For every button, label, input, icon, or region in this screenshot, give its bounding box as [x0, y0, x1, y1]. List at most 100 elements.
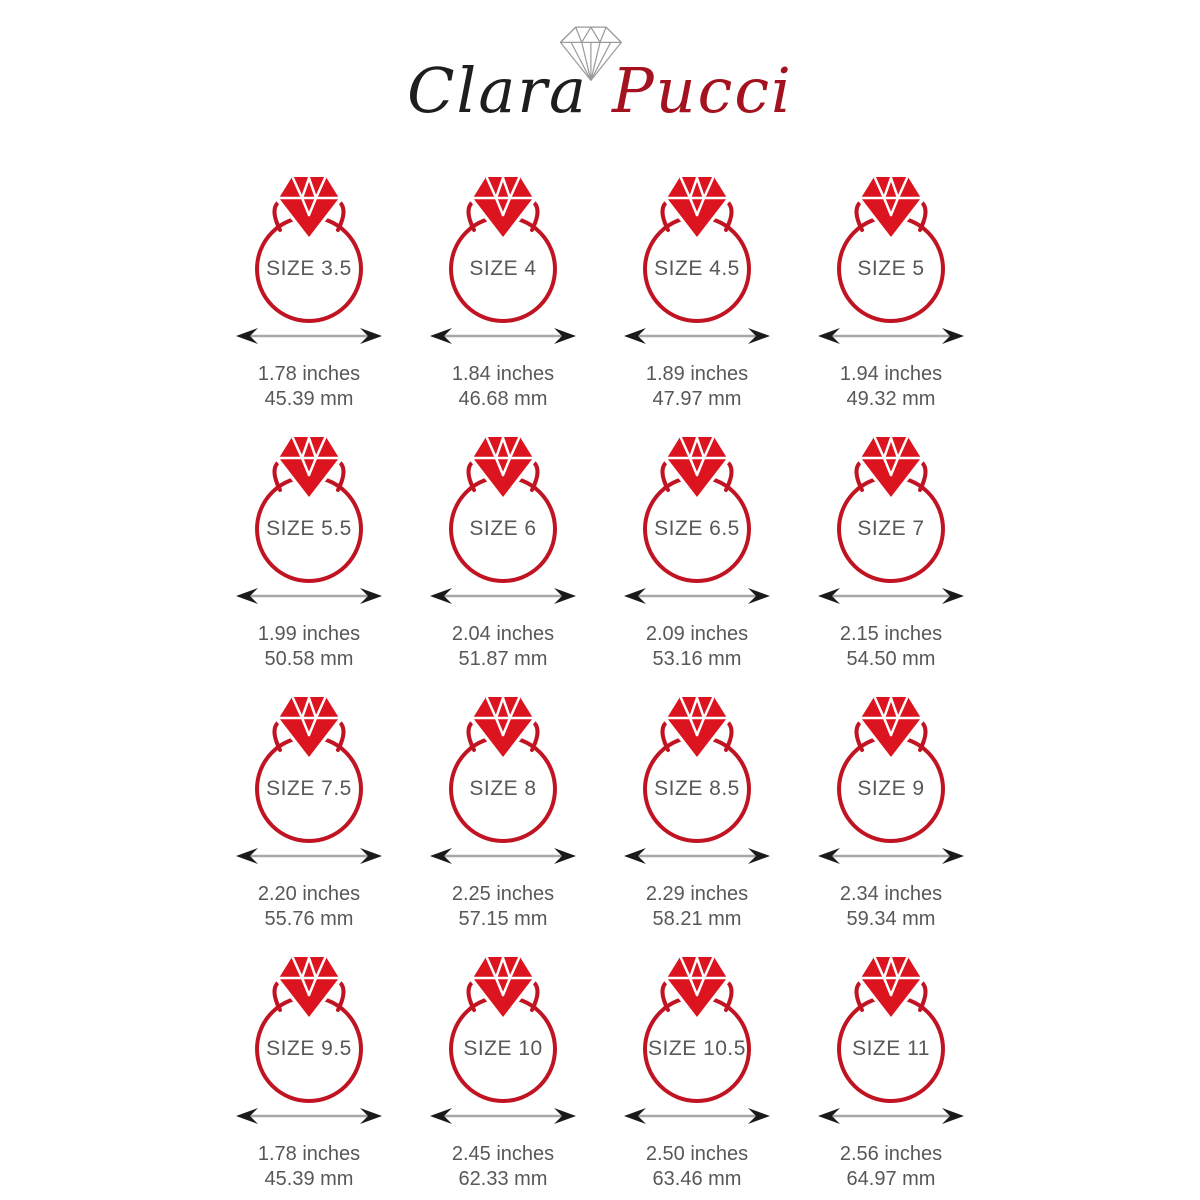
diameter-mm: 45.39 mm — [264, 388, 354, 410]
diameter-measurements: 1.89 inches 47.97 mm — [646, 362, 748, 412]
ring-size-cell: SIZE 9 2.34 inches 59.34 mm — [794, 694, 988, 954]
ring-icon-graphic — [255, 954, 363, 1103]
ring-size-cell: SIZE 11 2.56 inches 64.97 mm — [794, 954, 988, 1200]
ring-icon-graphic — [255, 434, 363, 583]
ring-size-cell: SIZE 4 1.84 inches 46.68 mm — [406, 174, 600, 434]
ring-icon-graphic — [643, 694, 751, 843]
diameter-arrow-icon — [236, 848, 382, 864]
ring-with-diamond-icon: SIZE 3.5 — [234, 174, 384, 324]
ring-with-diamond-icon: SIZE 11 — [816, 954, 966, 1104]
ring-size-chart-page: Clara Pucci — [0, 14, 1200, 1200]
ring-size-cell: SIZE 6 2.04 inches 51.87 mm — [406, 434, 600, 694]
diameter-inches: 2.09 inches — [645, 623, 749, 645]
ring-size-label: SIZE 9.5 — [266, 1037, 352, 1060]
diameter-mm: 53.16 mm — [652, 648, 742, 670]
ring-size-cell: SIZE 6.5 2.09 inches 53.16 mm — [600, 434, 794, 694]
ring-icon-graphic — [837, 694, 945, 843]
ring-size-label: SIZE 10 — [463, 1037, 543, 1060]
diameter-inches: 1.84 inches — [451, 363, 555, 385]
diameter-arrow-icon — [430, 328, 576, 344]
diameter-measurements: 2.04 inches 51.87 mm — [452, 622, 554, 672]
ring-icon-graphic — [643, 954, 751, 1103]
ring-size-label: SIZE 5.5 — [266, 517, 352, 540]
diameter-arrow-icon — [818, 848, 964, 864]
diameter-mm: 62.33 mm — [458, 1168, 548, 1190]
diameter-measurements: 1.99 inches 50.58 mm — [258, 622, 360, 672]
diamond-outline-icon — [559, 26, 622, 81]
diameter-mm: 54.50 mm — [846, 648, 936, 670]
diameter-inches: 2.25 inches — [451, 883, 555, 905]
diameter-mm: 50.58 mm — [264, 648, 354, 670]
diameter-measurements: 2.45 inches 62.33 mm — [452, 1142, 554, 1192]
diameter-measurements: 1.78 inches 45.39 mm — [258, 362, 360, 412]
ring-icon-graphic — [255, 694, 363, 843]
ring-size-label: SIZE 3.5 — [266, 257, 352, 280]
ring-icon-graphic — [449, 694, 557, 843]
diameter-arrow-icon — [236, 588, 382, 604]
ring-size-cell: SIZE 9.5 1.78 inches 45.39 mm — [212, 954, 406, 1200]
ring-with-diamond-icon: SIZE 5 — [816, 174, 966, 324]
ring-size-cell: SIZE 8.5 2.29 inches 58.21 mm — [600, 694, 794, 954]
ring-with-diamond-icon: SIZE 8 — [428, 694, 578, 844]
diameter-measurements: 2.09 inches 53.16 mm — [646, 622, 748, 672]
diameter-mm: 55.76 mm — [264, 908, 354, 930]
ring-size-cell: SIZE 3.5 1.78 inches 45.39 mm — [212, 174, 406, 434]
ring-size-cell: SIZE 10 2.45 inches 62.33 mm — [406, 954, 600, 1200]
ring-icon-graphic — [643, 174, 751, 323]
ring-with-diamond-icon: SIZE 4 — [428, 174, 578, 324]
ring-size-cell: SIZE 7 2.15 inches 54.50 mm — [794, 434, 988, 694]
diameter-mm: 64.97 mm — [846, 1168, 936, 1190]
diameter-inches: 2.29 inches — [645, 883, 749, 905]
diameter-arrow-icon — [624, 1108, 770, 1124]
ring-icon-graphic — [643, 434, 751, 583]
diameter-inches: 1.89 inches — [645, 363, 749, 385]
ring-icon-graphic — [449, 954, 557, 1103]
ring-size-label: SIZE 8.5 — [654, 777, 740, 800]
diameter-measurements: 1.94 inches 49.32 mm — [840, 362, 942, 412]
ring-with-diamond-icon: SIZE 4.5 — [622, 174, 772, 324]
ring-size-cell: SIZE 7.5 2.20 inches 55.76 mm — [212, 694, 406, 954]
diameter-mm: 47.97 mm — [652, 388, 742, 410]
ring-with-diamond-icon: SIZE 6.5 — [622, 434, 772, 584]
ring-size-label: SIZE 4.5 — [654, 257, 740, 280]
diameter-inches: 2.20 inches — [257, 883, 361, 905]
diameter-arrow-icon — [818, 1108, 964, 1124]
diameter-mm: 59.34 mm — [846, 908, 936, 930]
diameter-arrow-icon — [236, 1108, 382, 1124]
ring-with-diamond-icon: SIZE 5.5 — [234, 434, 384, 584]
size-grid: SIZE 3.5 1.78 inches 45.39 mm — [212, 174, 988, 1200]
diameter-arrow-icon — [430, 588, 576, 604]
diameter-arrow-icon — [624, 328, 770, 344]
ring-icon-graphic — [449, 434, 557, 583]
diameter-arrow-icon — [624, 848, 770, 864]
brand-name-clara: Clara — [407, 54, 588, 127]
diameter-mm: 57.15 mm — [458, 908, 548, 930]
ring-with-diamond-icon: SIZE 7 — [816, 434, 966, 584]
ring-size-cell: SIZE 5.5 1.99 inches 50.58 mm — [212, 434, 406, 694]
ring-size-label: SIZE 8 — [469, 777, 537, 800]
diameter-measurements: 2.20 inches 55.76 mm — [258, 882, 360, 932]
diameter-mm: 58.21 mm — [652, 908, 742, 930]
ring-size-label: SIZE 9 — [857, 777, 925, 800]
ring-with-diamond-icon: SIZE 7.5 — [234, 694, 384, 844]
diameter-inches: 2.15 inches — [839, 623, 943, 645]
ring-icon-graphic — [837, 434, 945, 583]
ring-size-label: SIZE 6.5 — [654, 517, 740, 540]
diameter-inches: 2.56 inches — [839, 1143, 943, 1165]
diameter-mm: 51.87 mm — [458, 648, 548, 670]
diameter-inches: 1.78 inches — [257, 363, 361, 385]
ring-icon-graphic — [449, 174, 557, 323]
ring-size-label: SIZE 11 — [852, 1037, 930, 1060]
diameter-inches: 2.34 inches — [839, 883, 943, 905]
diameter-measurements: 2.29 inches 58.21 mm — [646, 882, 748, 932]
ring-size-label: SIZE 10.5 — [648, 1037, 746, 1060]
diameter-arrow-icon — [236, 328, 382, 344]
ring-with-diamond-icon: SIZE 10.5 — [622, 954, 772, 1104]
ring-with-diamond-icon: SIZE 9 — [816, 694, 966, 844]
diameter-inches: 1.78 inches — [257, 1143, 361, 1165]
ring-size-label: SIZE 4 — [469, 257, 537, 280]
ring-size-cell: SIZE 8 2.25 inches 57.15 mm — [406, 694, 600, 954]
diameter-measurements: 2.34 inches 59.34 mm — [840, 882, 942, 932]
brand-logo: Clara Pucci — [0, 14, 1200, 164]
ring-with-diamond-icon: SIZE 8.5 — [622, 694, 772, 844]
